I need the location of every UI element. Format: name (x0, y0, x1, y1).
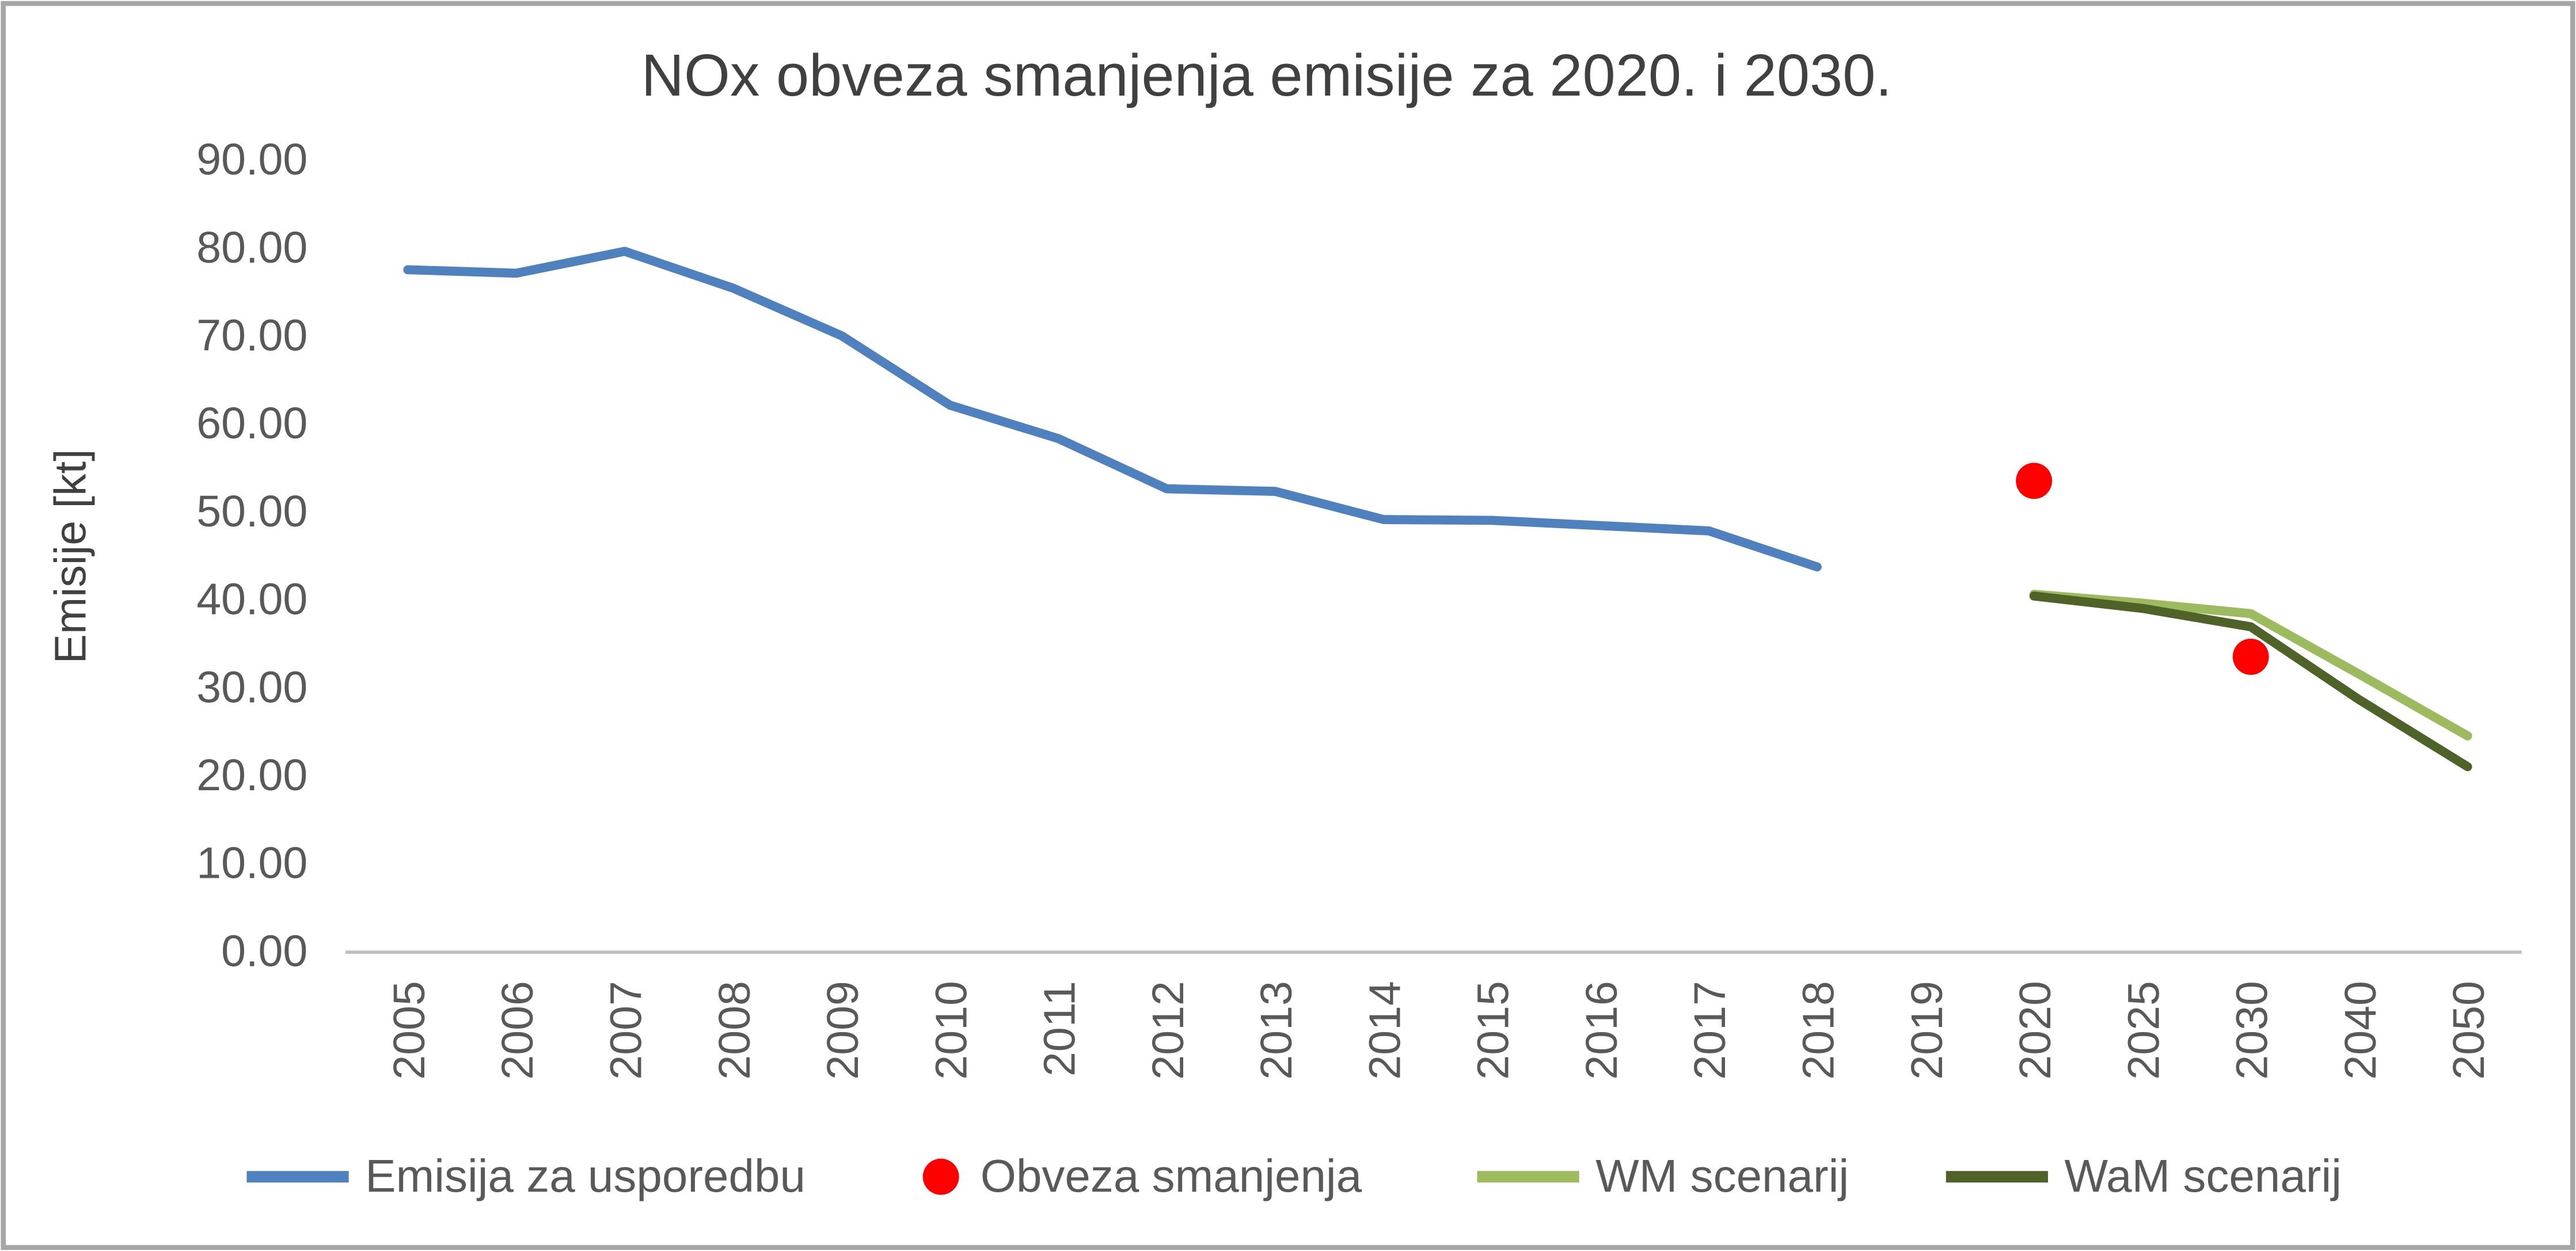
x-tick-label-2015: 2015 (1469, 981, 1518, 1080)
x-tick-label-2008: 2008 (710, 981, 759, 1080)
x-tick-label-2030: 2030 (2228, 981, 2277, 1080)
x-tick-label-2005: 2005 (385, 981, 434, 1080)
x-tick-label-2013: 2013 (1252, 981, 1301, 1080)
legend-label-wam-scenarij: WaM scenarij (2064, 1150, 2341, 1201)
x-tick-label-2025: 2025 (2119, 981, 2168, 1080)
y-tick-label-10: 10.00 (196, 839, 307, 888)
y-tick-label-20: 20.00 (196, 750, 307, 800)
y-tick-label-30: 30.00 (196, 662, 307, 712)
x-tick-label-2011: 2011 (1035, 981, 1085, 1076)
point-obveza-smanjenja (2232, 638, 2269, 675)
legend-marker-obveza-smanjenja (922, 1158, 959, 1195)
series-wam-scenarij (2029, 592, 2472, 771)
x-tick-label-2016: 2016 (1577, 981, 1627, 1080)
x-tick-label-2018: 2018 (1794, 981, 1844, 1080)
x-tick-label-2014: 2014 (1360, 981, 1409, 1080)
y-tick-label-40: 40.00 (196, 575, 307, 624)
y-tick-label-60: 60.00 (196, 399, 307, 448)
x-tick-label-2007: 2007 (602, 981, 651, 1080)
x-tick-label-2006: 2006 (493, 981, 542, 1080)
x-tick-label-2012: 2012 (1143, 981, 1193, 1080)
x-tick-label-2040: 2040 (2336, 981, 2385, 1080)
y-tick-label-70: 70.00 (196, 311, 307, 361)
y-tick-label-80: 80.00 (196, 223, 307, 272)
point-obveza-smanjenja (2016, 463, 2053, 499)
legend-item-wm-scenarij: WM scenarij (1477, 1150, 1849, 1201)
y-axis-title: Emisije [kt] (46, 449, 96, 664)
x-tick-label-2017: 2017 (1685, 981, 1735, 1080)
legend-item-wam-scenarij: WaM scenarij (1946, 1150, 2342, 1201)
legend-item-obveza-smanjenja: Obveza smanjenja (922, 1150, 1362, 1201)
legend-label-wm-scenarij: WM scenarij (1595, 1150, 1849, 1201)
y-tick-label-50: 50.00 (196, 487, 307, 536)
x-tick-label-2009: 2009 (818, 981, 868, 1080)
x-tick-label-2020: 2020 (2011, 981, 2060, 1080)
y-tick-label-0: 0.00 (221, 926, 307, 976)
legend: Emisija za usporedbu Obveza smanjenja WM s… (246, 1150, 2342, 1201)
legend-item-emisija-za-usporedbu: Emisija za usporedbu (246, 1150, 806, 1201)
x-tick-label-2050: 2050 (2444, 981, 2494, 1080)
legend-label-obveza-smanjenja: Obveza smanjenja (981, 1150, 1362, 1201)
x-axis-labels: 2005 2006 2007 2008 2009 2010 2011 2012 2013 2014… (385, 981, 2494, 1080)
plot-series (403, 247, 2472, 771)
x-tick-label-2010: 2010 (926, 981, 976, 1080)
chart-title: NOx obveza smanjenja emisije za 2020. i … (641, 42, 1892, 108)
y-tick-label-90: 90.00 (196, 135, 307, 184)
legend-label-emisija-za-usporedbu: Emisija za usporedbu (365, 1150, 806, 1201)
x-tick-label-2019: 2019 (1902, 981, 1952, 1080)
y-axis-labels: 0.00 10.00 20.00 30.00 40.00 50.00 60.00 70.00 8… (196, 135, 307, 976)
series-emisija-za-usporedbu (403, 247, 1822, 572)
